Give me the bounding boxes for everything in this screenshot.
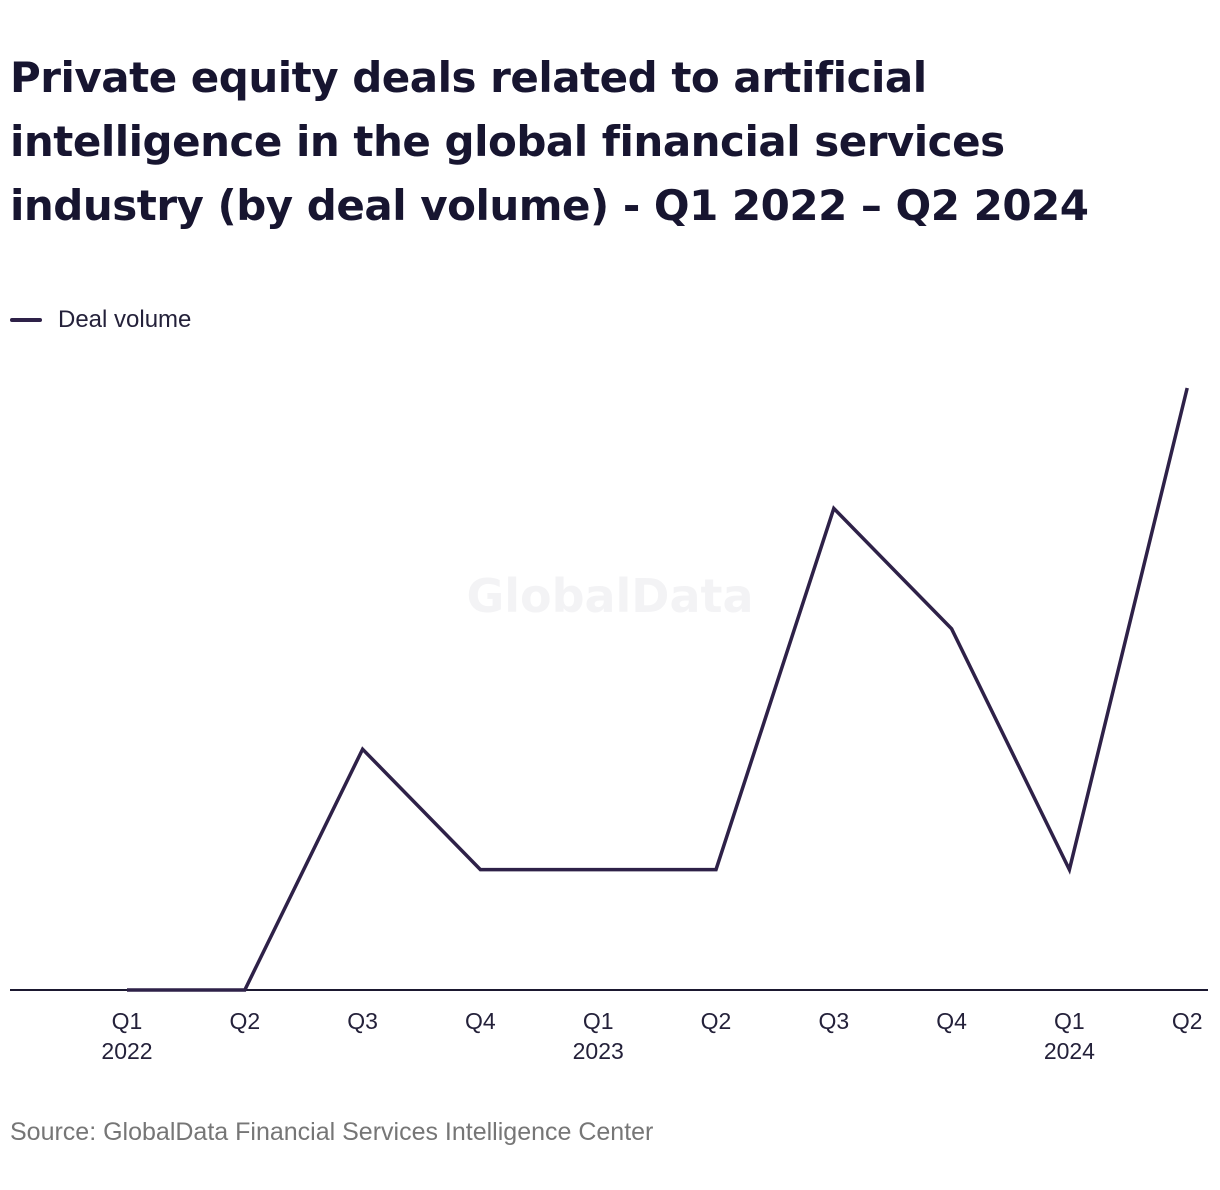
x-tick-label: Q4 [936, 1008, 967, 1034]
legend-line-swatch [10, 318, 42, 322]
x-tick-label: Q1 [112, 1008, 143, 1034]
x-tick-year-label: 2023 [573, 1038, 624, 1064]
x-axis-ticks: Q1 2022 Q2 Q3 Q4 Q1 2023 Q2 Q3 Q4 Q1 2024 Q2 [101, 1008, 1202, 1064]
x-tick-label: Q2 [229, 1008, 260, 1034]
x-tick-label: Q1 [583, 1008, 614, 1034]
x-tick-year-label: 2024 [1044, 1038, 1095, 1064]
x-tick-label: Q3 [818, 1008, 849, 1034]
x-tick-year-label: 2022 [101, 1038, 152, 1064]
x-tick-label: Q2 [1172, 1008, 1203, 1034]
line-chart: GlobalData Q1 2022 Q2 Q3 Q4 Q1 2023 Q2 Q3 Q4 Q1 202… [10, 387, 1208, 1064]
x-tick-label: Q3 [347, 1008, 378, 1034]
x-tick-label: Q1 [1054, 1008, 1085, 1034]
legend-label: Deal volume [58, 306, 192, 333]
series-line-deal-volume [127, 387, 1189, 992]
x-tick-label: Q2 [701, 1008, 732, 1034]
legend: Deal volume [10, 306, 191, 334]
chart-title: Private equity deals related to artifici… [10, 53, 1089, 230]
watermark: GlobalData [466, 569, 753, 623]
x-tick-label: Q4 [465, 1008, 496, 1034]
source-note: Source: GlobalData Financial Services In… [10, 1118, 654, 1146]
